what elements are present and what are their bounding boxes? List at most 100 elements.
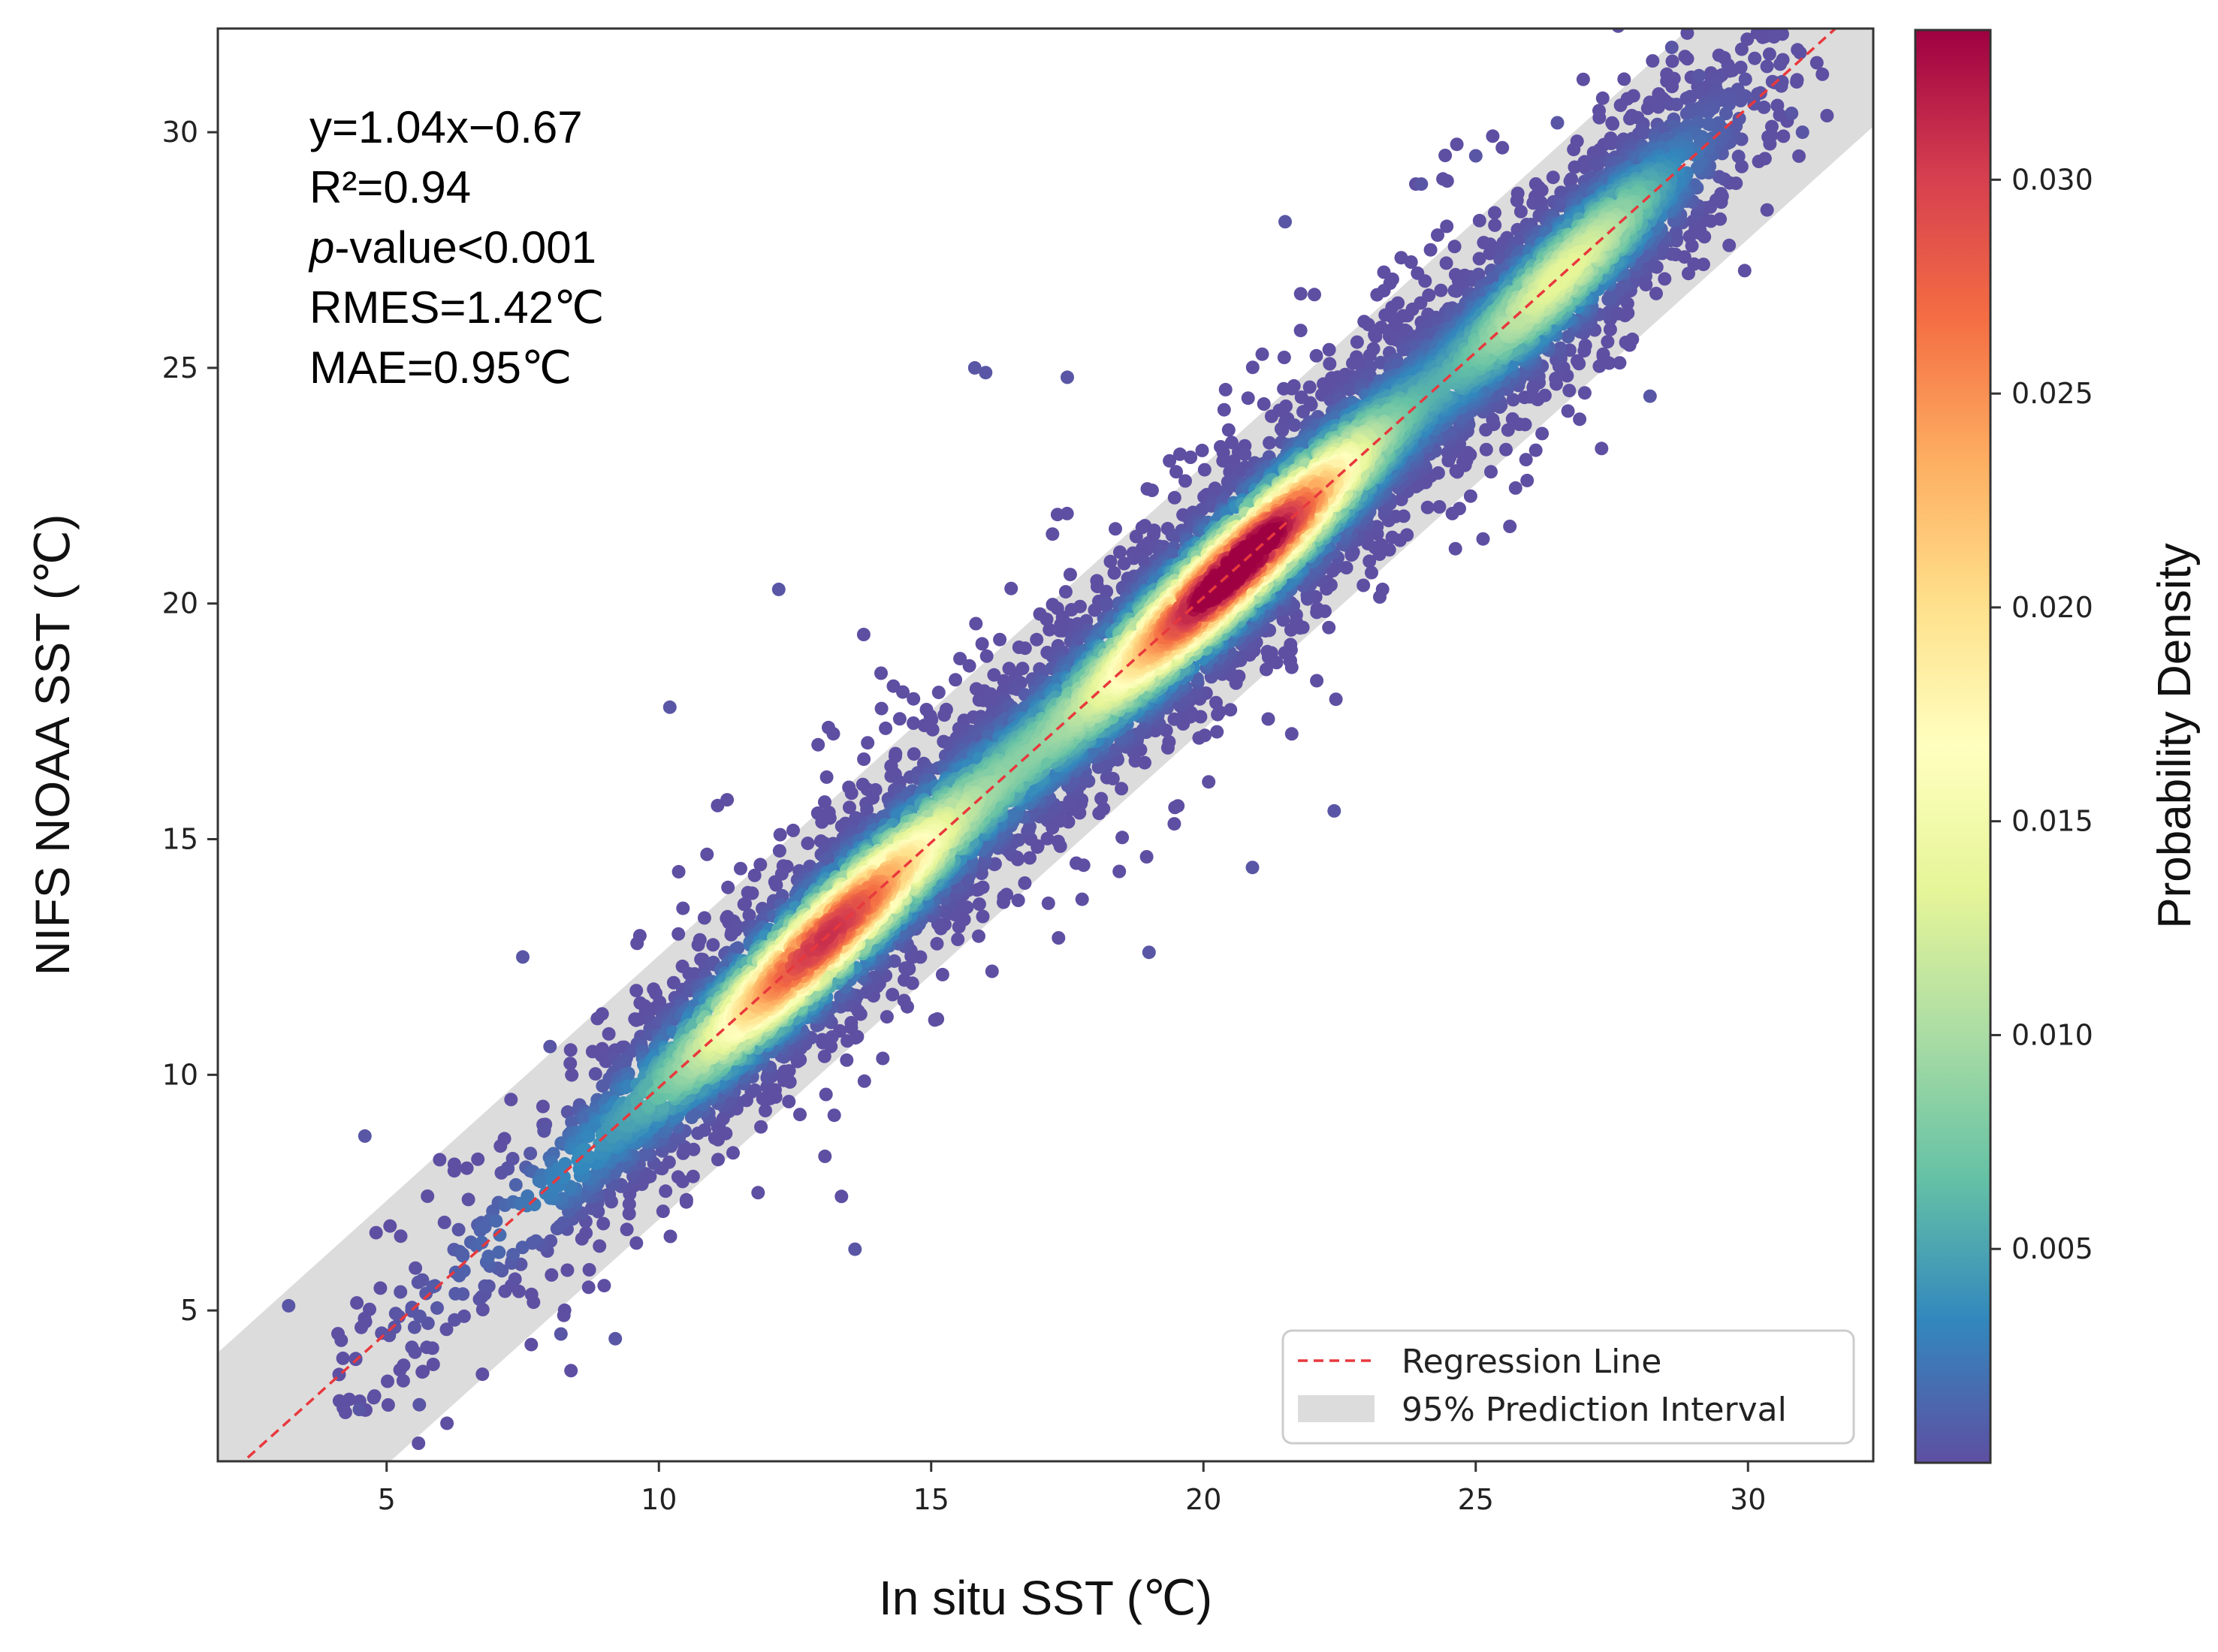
data-point <box>394 1285 408 1299</box>
data-point <box>834 1189 849 1204</box>
data-point <box>1440 219 1454 234</box>
data-point <box>1658 272 1672 286</box>
data-point <box>508 1177 523 1192</box>
data-point <box>1263 436 1277 450</box>
data-point <box>734 861 747 876</box>
data-point <box>925 722 940 737</box>
data-point <box>817 1049 831 1063</box>
data-point <box>745 886 759 900</box>
data-point <box>827 1108 841 1123</box>
data-point <box>1308 288 1321 302</box>
data-point <box>1260 644 1275 659</box>
data-point <box>811 737 825 752</box>
data-point <box>504 1093 518 1107</box>
data-point <box>1259 662 1273 677</box>
data-point <box>602 1026 616 1041</box>
data-point <box>439 1322 454 1337</box>
data-point <box>1202 775 1216 789</box>
data-point <box>1099 598 1113 613</box>
data-point <box>1329 692 1343 707</box>
data-point <box>492 1245 506 1259</box>
data-point <box>793 1108 807 1122</box>
data-point <box>1752 155 1766 168</box>
data-point <box>751 1186 765 1200</box>
data-point <box>508 1272 522 1286</box>
data-point <box>1040 831 1055 846</box>
data-point <box>1195 443 1209 457</box>
data-point <box>840 1034 855 1048</box>
data-point <box>1562 384 1577 398</box>
data-point <box>856 628 871 641</box>
data-point <box>1275 424 1290 438</box>
data-point <box>1535 427 1550 441</box>
data-point <box>1109 522 1122 536</box>
data-point <box>840 1053 854 1067</box>
data-point <box>448 1313 462 1327</box>
data-point <box>782 1095 796 1108</box>
data-point <box>590 1011 605 1026</box>
data-point <box>1617 277 1631 291</box>
data-point <box>896 685 910 699</box>
data-point <box>1687 257 1701 271</box>
data-point <box>1361 537 1375 551</box>
data-point <box>1532 13 1546 26</box>
data-point <box>1217 402 1231 417</box>
data-point <box>1385 530 1399 544</box>
data-point <box>632 1012 646 1026</box>
data-point <box>1284 381 1299 396</box>
data-point <box>880 1010 894 1024</box>
data-point <box>1578 161 1592 175</box>
data-point <box>687 967 702 981</box>
data-point <box>1719 107 1733 121</box>
data-point <box>537 1124 551 1138</box>
data-point <box>1479 423 1493 437</box>
data-point <box>1414 296 1428 310</box>
data-point <box>1595 91 1610 105</box>
data-point <box>1221 423 1236 437</box>
data-point <box>777 1064 792 1078</box>
data-point <box>1613 356 1627 370</box>
data-point <box>433 1153 447 1167</box>
data-point <box>493 1139 508 1153</box>
data-point <box>1139 850 1154 864</box>
data-point <box>1296 405 1310 419</box>
data-point <box>1680 29 1694 41</box>
data-point <box>818 1149 832 1163</box>
data-point <box>1184 451 1198 464</box>
data-point <box>1762 47 1776 62</box>
data-point <box>700 847 714 861</box>
data-point <box>597 1279 611 1293</box>
data-point <box>1323 357 1337 371</box>
data-point <box>1773 57 1788 71</box>
data-point <box>1604 137 1619 151</box>
data-point <box>819 1087 833 1102</box>
data-point <box>1734 42 1749 56</box>
data-point <box>397 1358 411 1373</box>
data-point <box>706 938 720 952</box>
data-point <box>844 1016 859 1029</box>
data-point <box>1640 101 1655 116</box>
data-point <box>1060 506 1074 520</box>
data-point <box>1546 170 1560 185</box>
data-point <box>557 1303 572 1317</box>
data-point <box>1070 856 1083 870</box>
data-point <box>1309 348 1323 363</box>
data-point <box>352 1403 367 1416</box>
data-point <box>536 1099 550 1114</box>
data-point <box>1734 159 1749 173</box>
data-point <box>1553 341 1568 355</box>
data-point <box>1302 380 1317 394</box>
data-point <box>622 1207 636 1221</box>
data-point <box>1701 105 1716 119</box>
data-point <box>1676 10 1689 23</box>
data-point <box>1431 228 1444 243</box>
data-point <box>475 1367 490 1382</box>
data-point <box>987 668 1001 682</box>
data-point <box>1506 393 1520 407</box>
data-point <box>596 1079 610 1093</box>
data-point <box>415 1365 430 1379</box>
data-point <box>1434 283 1448 297</box>
data-point <box>350 1296 364 1310</box>
data-point <box>721 880 735 894</box>
data-point <box>1224 703 1238 717</box>
